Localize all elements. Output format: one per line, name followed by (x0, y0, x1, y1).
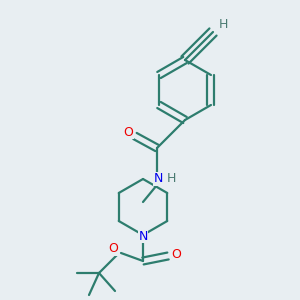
Text: H: H (218, 17, 228, 31)
Text: N: N (138, 230, 148, 242)
Text: N: N (153, 172, 163, 185)
Text: O: O (108, 242, 118, 256)
Text: H: H (166, 172, 176, 185)
Text: O: O (171, 248, 181, 260)
Text: O: O (123, 125, 133, 139)
